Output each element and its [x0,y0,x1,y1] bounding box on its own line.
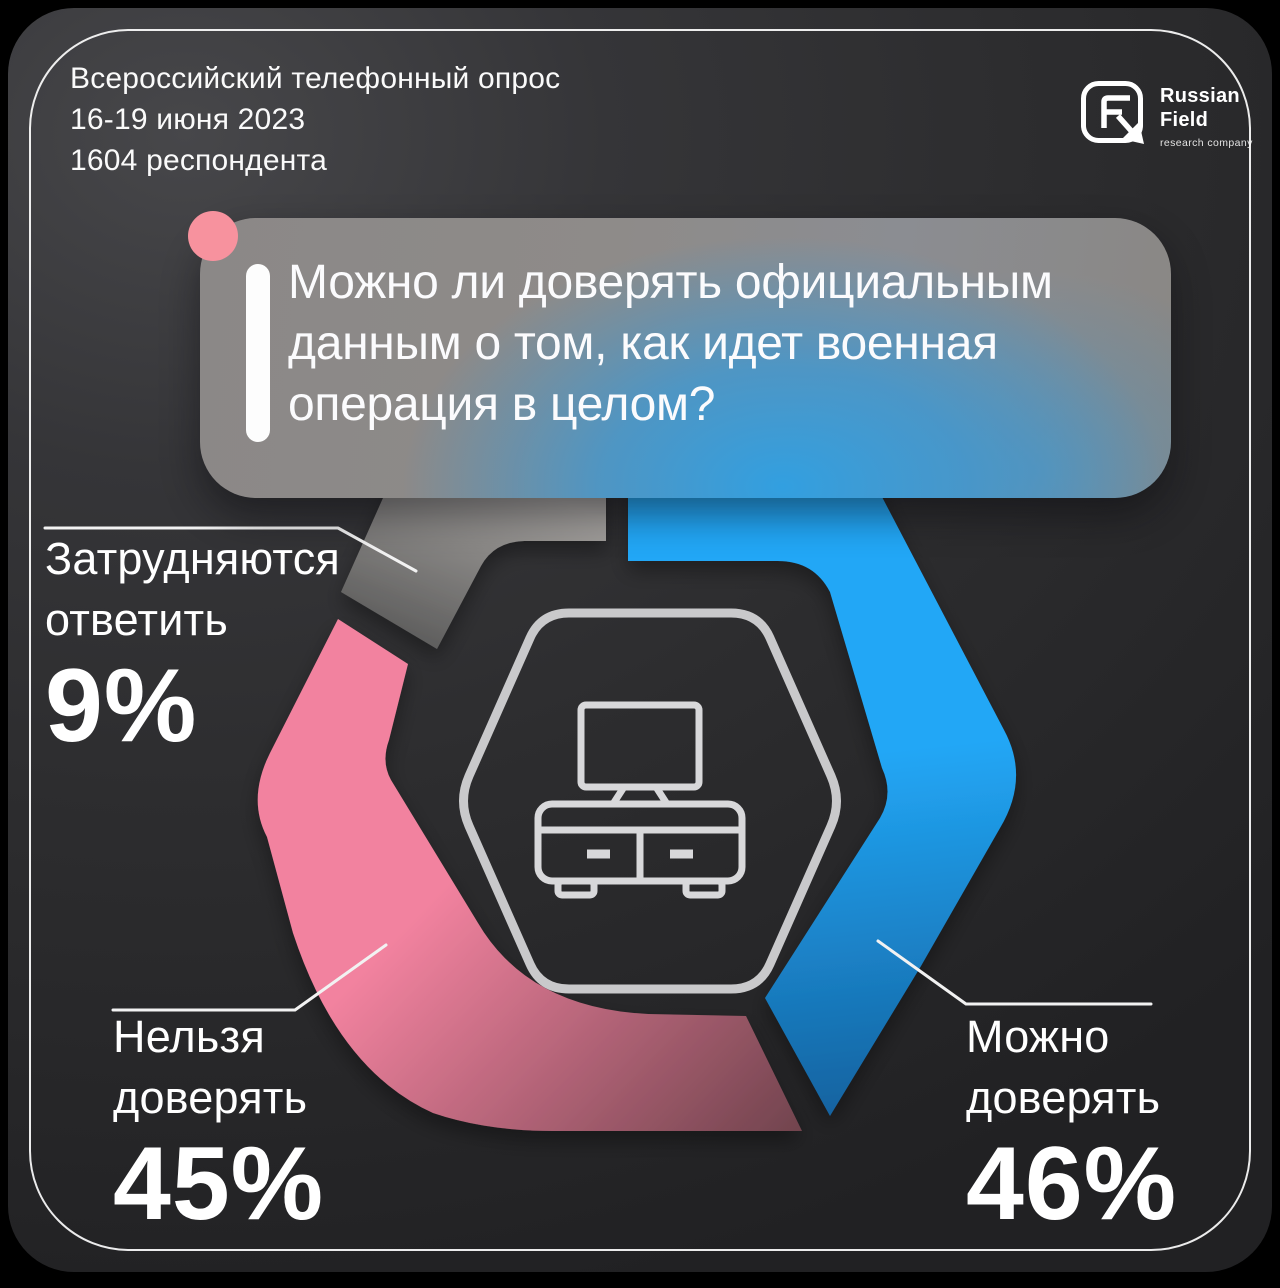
callout-undecided [43,526,418,573]
logo-brand-line2: Field [1160,109,1209,131]
answer-undecided-label: Затрудняются ответить [45,533,340,645]
answer-trust-label: Можно доверять [966,1011,1161,1123]
answer-no-trust-label: Нельзя доверять [113,1011,308,1123]
question-line: данным о том, как идет военная [288,317,998,370]
infographic-card: Всероссийский телефонный опрос 16-19 июн… [8,8,1272,1272]
callout-trust [876,939,1153,1006]
tv-icon [534,701,746,899]
question-dot [188,211,238,261]
answer-no-trust: Нельзя доверять 45% [113,1006,324,1238]
answer-trust-value: 46% [966,1126,1178,1242]
callout-no-trust [111,943,388,1012]
question-line: Можно ли доверять официальным [288,256,1053,309]
question-box: Можно ли доверять официальным данным о т… [188,211,1171,498]
segment-undecided [341,460,606,649]
survey-respondents: 1604 респондента [70,144,327,177]
survey-info: Всероссийский телефонный опрос 16-19 июн… [70,58,560,181]
segment-trust [628,460,1017,1116]
survey-dates: 16-19 июня 2023 [70,103,306,136]
center-hexagon [459,608,841,994]
hexagon-donut-chart [43,460,1153,1131]
answer-no-trust-value: 45% [113,1126,325,1242]
callout-lines [43,526,1153,1012]
answer-trust: Можно доверять 46% [966,1006,1177,1238]
question-line: операция в целом? [288,378,716,431]
answer-undecided-value: 9% [45,648,198,764]
russian-field-logo-icon [1081,81,1144,144]
survey-title: Всероссийский телефонный опрос [70,62,561,95]
question-text: Можно ли доверять официальным данным о т… [288,252,1053,435]
question-quote-bar [246,264,270,442]
russian-field-logo: Russian Field research company [1078,78,1253,149]
logo-tagline: research company [1160,137,1253,149]
answer-undecided: Затрудняются ответить 9% [45,528,340,760]
segment-no-trust [257,619,802,1131]
logo-brand-line1: Russian [1160,85,1240,107]
